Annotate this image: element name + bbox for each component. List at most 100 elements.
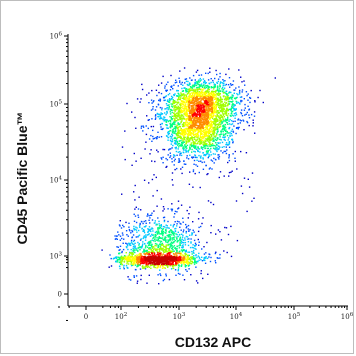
event-dot bbox=[154, 253, 156, 256]
event-dot bbox=[138, 196, 140, 198]
event-dot bbox=[174, 119, 177, 122]
event-dot bbox=[202, 127, 204, 130]
event-dot bbox=[123, 266, 125, 268]
event-dot bbox=[210, 98, 213, 100]
event-dot bbox=[130, 261, 132, 263]
event-dot bbox=[243, 98, 245, 100]
event-dot bbox=[187, 134, 189, 136]
event-dot bbox=[169, 263, 171, 266]
event-dot bbox=[171, 263, 173, 265]
event-dot bbox=[222, 133, 224, 135]
event-dot bbox=[244, 107, 246, 109]
event-dot bbox=[157, 240, 159, 242]
event-dot bbox=[189, 262, 191, 264]
event-dot bbox=[171, 234, 173, 236]
event-dot bbox=[223, 250, 225, 252]
event-dot bbox=[205, 109, 207, 111]
event-dot bbox=[192, 120, 194, 122]
event-dot bbox=[191, 127, 193, 130]
event-dot bbox=[210, 232, 212, 234]
event-dot bbox=[226, 251, 228, 254]
event-dot bbox=[222, 118, 224, 120]
event-dot bbox=[194, 94, 196, 96]
event-dot bbox=[219, 138, 221, 141]
event-dot bbox=[134, 184, 136, 187]
event-dot bbox=[188, 82, 191, 84]
event-dot bbox=[205, 115, 207, 117]
event-dot bbox=[176, 220, 179, 223]
event-dot bbox=[201, 139, 203, 141]
event-dot bbox=[171, 134, 174, 137]
event-dot bbox=[220, 119, 223, 121]
event-dot bbox=[184, 244, 187, 246]
event-dot bbox=[166, 159, 169, 161]
event-dot bbox=[198, 81, 200, 83]
event-dot bbox=[200, 115, 202, 118]
event-dot bbox=[211, 96, 213, 99]
event-dot bbox=[195, 122, 198, 124]
event-dot bbox=[216, 93, 218, 95]
event-dot bbox=[131, 164, 133, 166]
event-dot bbox=[172, 232, 175, 235]
event-dot bbox=[253, 111, 256, 113]
event-dot bbox=[215, 147, 217, 149]
event-dot bbox=[205, 108, 208, 110]
event-dot bbox=[142, 262, 145, 264]
event-dot bbox=[193, 85, 196, 88]
event-dot bbox=[109, 254, 111, 256]
event-dot bbox=[217, 138, 219, 140]
event-dot bbox=[118, 261, 121, 264]
event-dot bbox=[166, 259, 168, 262]
event-dot bbox=[193, 84, 195, 86]
event-dot bbox=[204, 93, 207, 95]
event-dot bbox=[184, 136, 186, 139]
event-dot bbox=[217, 111, 220, 114]
event-dot bbox=[201, 132, 203, 135]
event-dot bbox=[228, 77, 231, 79]
event-dot bbox=[259, 89, 261, 92]
event-dot bbox=[183, 109, 185, 112]
event-dot bbox=[135, 249, 138, 251]
event-dot bbox=[115, 257, 118, 259]
event-dot bbox=[176, 137, 178, 139]
event-dot bbox=[227, 143, 229, 146]
event-dot bbox=[201, 125, 203, 127]
event-dot bbox=[215, 109, 218, 111]
event-dot bbox=[108, 266, 110, 268]
event-dot bbox=[174, 93, 176, 95]
event-dot bbox=[207, 72, 209, 75]
event-dot bbox=[203, 253, 206, 255]
event-dot bbox=[191, 109, 193, 111]
event-dot bbox=[190, 95, 193, 97]
event-dot bbox=[192, 144, 194, 146]
event-dot bbox=[158, 227, 161, 230]
event-dot bbox=[155, 89, 158, 91]
event-dot bbox=[218, 94, 220, 97]
event-dot bbox=[186, 83, 189, 86]
event-dot bbox=[183, 260, 185, 262]
event-dot bbox=[182, 244, 184, 246]
event-dot bbox=[230, 108, 232, 110]
event-dot bbox=[142, 237, 144, 240]
event-dot bbox=[193, 136, 196, 139]
event-dot bbox=[183, 129, 186, 131]
event-dot bbox=[210, 201, 212, 204]
event-dot bbox=[162, 210, 164, 212]
event-dot bbox=[205, 139, 207, 141]
event-dot bbox=[212, 95, 214, 97]
event-dot bbox=[185, 122, 187, 124]
event-dot bbox=[176, 223, 178, 225]
event-dot bbox=[174, 128, 177, 130]
event-dot bbox=[195, 280, 198, 282]
event-dot bbox=[193, 163, 195, 165]
event-dot bbox=[216, 81, 218, 84]
event-dot bbox=[217, 102, 219, 104]
event-dot bbox=[133, 220, 136, 222]
event-dot bbox=[174, 118, 176, 120]
event-dot bbox=[213, 131, 216, 133]
event-dot bbox=[178, 265, 180, 267]
event-dot bbox=[223, 87, 226, 89]
event-dot bbox=[206, 101, 209, 103]
event-dot bbox=[169, 126, 171, 128]
event-dot bbox=[194, 119, 196, 121]
